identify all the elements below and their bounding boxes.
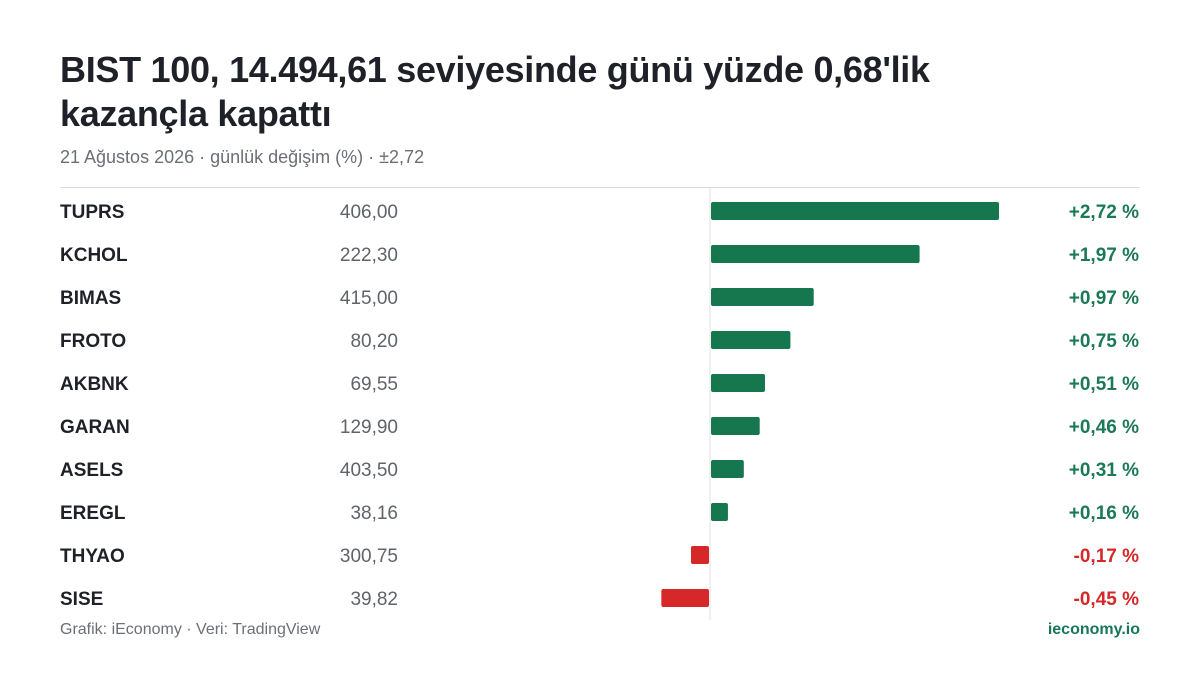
ticker-label: BIMAS bbox=[60, 288, 121, 309]
ticker-label: EREGL bbox=[60, 503, 126, 524]
change-bar bbox=[711, 245, 920, 263]
change-value-label: +0,51 % bbox=[1069, 374, 1139, 395]
ticker-label: SISE bbox=[60, 589, 103, 610]
change-bar bbox=[711, 417, 760, 435]
change-bar bbox=[711, 503, 728, 521]
change-bar bbox=[661, 589, 709, 607]
price-label: 415,00 bbox=[340, 288, 398, 309]
price-label: 38,16 bbox=[350, 503, 398, 524]
change-value-label: +0,75 % bbox=[1069, 331, 1139, 352]
price-label: 222,30 bbox=[340, 245, 398, 266]
header-divider bbox=[60, 187, 1140, 188]
brand-link[interactable]: ieconomy.io bbox=[1047, 621, 1140, 638]
price-label: 300,75 bbox=[340, 546, 398, 567]
change-bar bbox=[711, 331, 791, 349]
price-label: 80,20 bbox=[350, 331, 398, 352]
chart-subtitle: 21 Ağustos 2026 · günlük değişim (%) · ±… bbox=[60, 147, 425, 167]
ticker-label: ASELS bbox=[60, 460, 123, 481]
change-bar bbox=[711, 460, 744, 478]
change-value-label: +0,46 % bbox=[1069, 417, 1139, 438]
bar-chart: TUPRS 406,00 +2,72 % KCHOL 222,30 +1,97 % BIMA… bbox=[60, 188, 1140, 620]
ticker-label: KCHOL bbox=[60, 245, 128, 266]
chart-title: BIST 100, 14.494,61 seviyesinde günü yüz… bbox=[60, 49, 930, 134]
change-value-label: +0,16 % bbox=[1069, 503, 1139, 524]
ticker-label: THYAO bbox=[60, 546, 125, 567]
change-bar bbox=[691, 546, 709, 564]
price-label: 39,82 bbox=[350, 589, 398, 610]
price-label: 406,00 bbox=[340, 202, 398, 223]
change-bar bbox=[711, 202, 999, 220]
change-value-label: +2,72 % bbox=[1069, 202, 1139, 223]
price-label: 69,55 bbox=[350, 374, 398, 395]
ticker-label: AKBNK bbox=[60, 374, 129, 395]
change-bar bbox=[711, 374, 765, 392]
change-value-label: -0,17 % bbox=[1074, 546, 1140, 567]
change-value-label: +0,31 % bbox=[1069, 460, 1139, 481]
change-value-label: +0,97 % bbox=[1069, 288, 1139, 309]
price-label: 129,90 bbox=[340, 417, 398, 438]
change-value-label: -0,45 % bbox=[1074, 589, 1140, 610]
change-value-label: +1,97 % bbox=[1069, 245, 1139, 266]
ticker-label: GARAN bbox=[60, 417, 130, 438]
ticker-label: FROTO bbox=[60, 331, 126, 352]
ticker-label: TUPRS bbox=[60, 202, 124, 223]
source-credit: Grafik: iEconomy · Veri: TradingView bbox=[60, 621, 321, 638]
price-label: 403,50 bbox=[340, 460, 398, 481]
change-bar bbox=[711, 288, 814, 306]
